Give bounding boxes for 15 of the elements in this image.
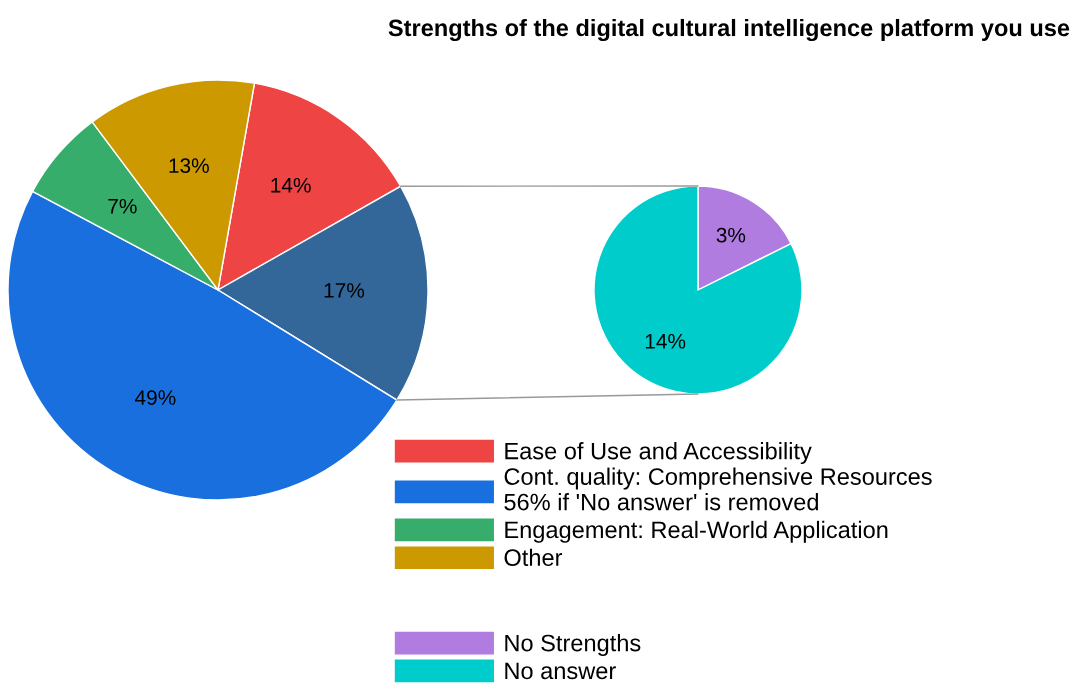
data-label: 14%: [271, 177, 311, 193]
data-label: 13%: [169, 158, 209, 174]
data-label: 14%: [645, 333, 686, 349]
data-label: 7%: [108, 198, 137, 214]
legend-label: No answer: [505, 662, 616, 680]
legend-label: Ease of Use and Accessibility: [505, 442, 812, 465]
chart-title: Strengths of the digital cultural intelligence platform you use: [388, 18, 1070, 42]
data-label: 3%: [716, 227, 746, 243]
data-label: 17%: [324, 283, 365, 298]
legend-label: Cont. quality: Comprehensive Resources 56% if 'No answer' is removed: [504, 467, 932, 511]
data-label: 49%: [135, 390, 176, 405]
pie-slice: [593, 185, 803, 395]
legend-label: Engagement: Real-World Application: [505, 520, 888, 543]
legend-label: No Strengths: [505, 634, 641, 657]
legend-label: Other: [504, 548, 563, 566]
